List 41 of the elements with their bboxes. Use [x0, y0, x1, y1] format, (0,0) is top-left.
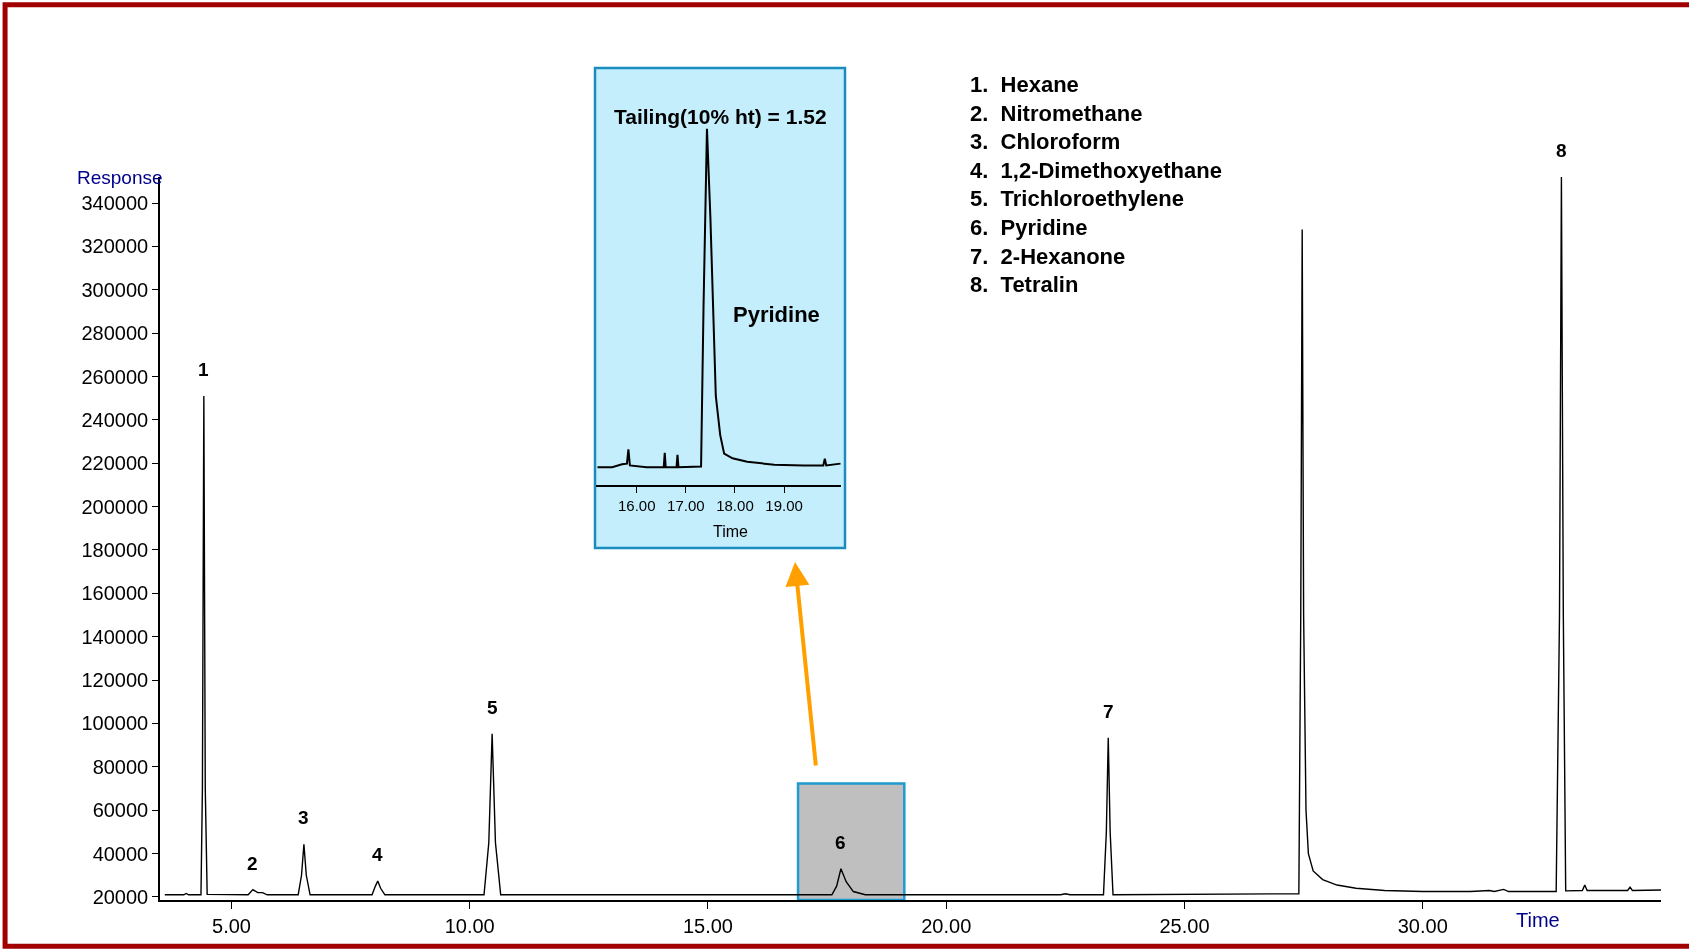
x-tick-label: 16.00: [617, 497, 656, 514]
y-tick-label: 340000: [81, 192, 149, 215]
y-tick-label: 80000: [92, 755, 149, 778]
y-tick-label: 20000: [92, 885, 149, 908]
y-tick-label: 180000: [81, 538, 149, 561]
annotation: 5: [487, 697, 498, 718]
annotation: 3: [298, 807, 309, 828]
x-tick-label: 25.00: [1159, 914, 1210, 937]
x-tick-label: 30.00: [1397, 914, 1448, 937]
annotation: 4: [372, 844, 383, 865]
annotation: 6: [835, 832, 846, 853]
chart-title: Tailing(10% ht) = 1.52: [614, 105, 827, 128]
x-tick-label: 18.00: [716, 497, 754, 514]
y-tick-label: 100000: [81, 712, 149, 735]
y-tick-label: 200000: [81, 495, 149, 518]
y-tick-label: 320000: [81, 235, 149, 258]
annotation: 8: [1556, 140, 1567, 161]
y-tick-label: 60000: [92, 799, 149, 822]
y-tick-label: 280000: [81, 322, 149, 345]
x-axis-title: Time: [713, 523, 749, 540]
x-tick-label: 17.00: [667, 497, 705, 514]
annotation: 2: [247, 853, 258, 874]
x-tick-label: 5.00: [212, 914, 251, 937]
x-tick-label: 15.00: [682, 914, 734, 937]
y-tick-label: 220000: [81, 452, 149, 475]
y-axis-title: Response: [77, 167, 163, 188]
x-tick-label: 19.00: [765, 497, 803, 514]
y-tick-label: 300000: [81, 278, 149, 301]
y-tick-label: 240000: [81, 408, 149, 431]
y-tick-label: 40000: [92, 842, 149, 865]
y-tick-label: 140000: [81, 625, 149, 648]
x-tick-label: 20.00: [921, 914, 972, 937]
x-axis-title: Time: [1516, 909, 1560, 931]
annotation: 1: [198, 359, 209, 380]
y-tick-label: 260000: [81, 365, 149, 388]
x-tick-label: 10.00: [444, 914, 495, 937]
annotation: Pyridine: [733, 302, 820, 327]
annotation: 1. Hexane 2. Nitromethane 3. Chloroform 4. 1,2-Dimethoxyethane 5. Trichloroethylene 6. Pyridine 7. 2-Hexanone 8. Tetralin: [970, 72, 1222, 298]
y-tick-label: 120000: [81, 669, 149, 692]
annotation: 7: [1103, 701, 1114, 722]
y-tick-label: 160000: [81, 582, 149, 605]
